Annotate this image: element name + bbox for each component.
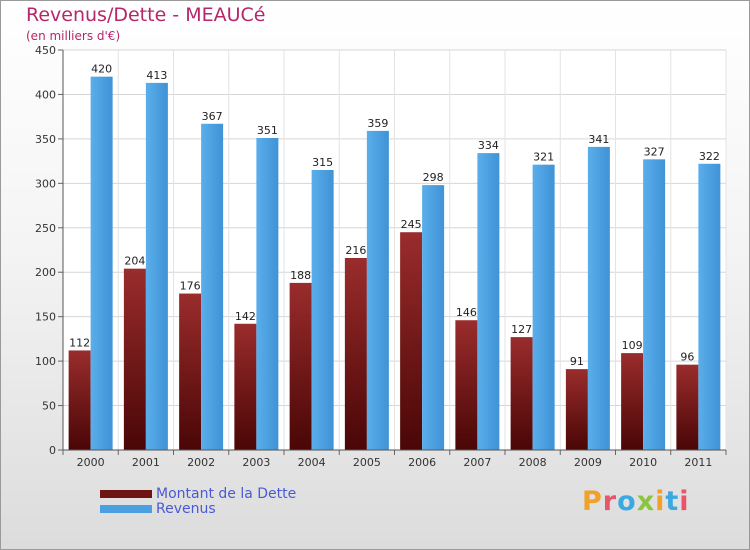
bar-revenus [587,146,610,450]
value-label-revenus: 298 [423,171,444,184]
bar-revenus [90,76,113,451]
x-tick-label: 2002 [187,456,215,469]
x-tick-label: 2003 [242,456,270,469]
bar-revenus [145,82,168,450]
x-tick-label: 2008 [519,456,547,469]
bar-revenus [643,159,666,451]
bar-dette [68,350,91,450]
value-label-dette: 91 [570,355,584,368]
bar-dette [123,268,146,450]
chart-subtitle: (en milliers d'€) [26,29,121,43]
value-label-revenus: 413 [146,69,167,82]
bar-dette [510,337,533,450]
value-label-dette: 188 [290,269,311,282]
bar-dette [676,364,699,450]
x-tick-label: 2006 [408,456,436,469]
legend-label-dette: Montant de la Dette [156,485,297,502]
y-tick-label: 200 [35,266,56,279]
value-label-dette: 109 [622,339,643,352]
value-label-revenus: 315 [312,156,333,169]
bar-dette [234,323,257,450]
legend-swatch-revenus [100,504,152,513]
bars: 112 420 204 413 176 367 142 351 188 315 216 359 245 2… [68,63,721,451]
value-label-dette: 176 [180,280,201,293]
x-tick-label: 2010 [629,456,657,469]
y-tick-label: 350 [35,133,56,146]
bar-revenus [422,185,445,450]
y-tick-label: 250 [35,222,56,235]
bar-revenus [311,170,334,450]
value-label-dette: 245 [401,218,422,231]
y-tick-label: 0 [49,444,56,457]
value-label-revenus: 322 [699,150,720,163]
y-tick-label: 400 [35,88,56,101]
value-label-revenus: 321 [533,151,554,164]
x-tick-label: 2009 [574,456,602,469]
x-tick-label: 2007 [463,456,491,469]
bar-revenus [698,163,721,450]
bar-dette [179,293,202,450]
legend: Montant de la Dette Revenus [100,485,297,517]
x-tick-label: 2000 [77,456,105,469]
y-tick-label: 300 [35,177,56,190]
bar-dette [289,282,312,450]
chart-title: Revenus/Dette - MEAUCé [26,4,266,26]
y-tick-label: 50 [42,400,56,413]
bar-revenus [532,164,555,450]
value-label-dette: 204 [124,255,145,268]
value-label-dette: 142 [235,310,256,323]
value-label-revenus: 351 [257,124,278,137]
bar-dette [344,258,367,450]
value-label-revenus: 420 [91,63,112,76]
x-tick-label: 2004 [298,456,326,469]
value-label-dette: 216 [345,244,366,257]
x-tick-label: 2001 [132,456,160,469]
legend-item-dette: Montant de la Dette [100,485,297,502]
bar-revenus [477,153,500,450]
bar-revenus [256,138,279,450]
bar-dette [621,353,644,450]
grid-lines [62,49,727,451]
legend-label-revenus: Revenus [156,500,216,517]
bar-revenus [201,123,224,451]
x-tick-label: 2005 [353,456,381,469]
y-tick-label: 450 [35,44,56,57]
value-label-revenus: 334 [478,139,499,152]
value-label-dette: 96 [680,351,694,364]
bar-revenus [366,130,389,450]
value-label-dette: 146 [456,306,477,319]
y-tick-label: 150 [35,311,56,324]
axes: 0 50 100 150 200 250 300 350 400 450 2000 2001 2002 2… [35,44,727,469]
value-label-revenus: 341 [588,133,609,146]
legend-swatch-dette [100,489,152,498]
proxiti-logo: Proxiti [582,486,690,517]
bar-dette [455,320,478,450]
value-label-revenus: 367 [202,110,223,123]
value-label-revenus: 359 [367,117,388,130]
y-tick-label: 100 [35,355,56,368]
legend-item-revenus: Revenus [100,500,296,517]
x-tick-label: 2011 [684,456,712,469]
bar-dette [400,232,423,450]
bar-dette [565,369,588,450]
value-label-dette: 112 [69,336,90,349]
value-label-revenus: 327 [644,145,665,158]
value-label-dette: 127 [511,323,532,336]
